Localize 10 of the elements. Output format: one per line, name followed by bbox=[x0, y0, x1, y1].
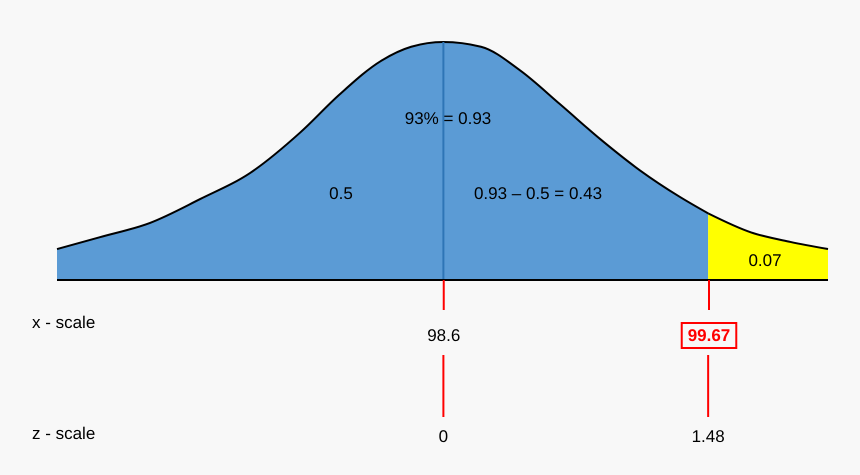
x-tick-label: 1.48 bbox=[692, 427, 725, 446]
annotation: 0.5 bbox=[329, 184, 353, 203]
annotation: 93% = 0.93 bbox=[404, 109, 492, 128]
x2-tick-label: 98.6 bbox=[427, 326, 460, 345]
x2-axis-title: x - scale bbox=[32, 313, 96, 332]
x-axis-title: z - scale bbox=[32, 424, 96, 443]
x-tick-label: 0 bbox=[438, 427, 448, 446]
annotation: 0.93 – 0.5 = 0.43 bbox=[474, 184, 602, 203]
x2-tick-label: 99.67 bbox=[688, 326, 730, 345]
annotation: 0.07 bbox=[748, 251, 782, 270]
